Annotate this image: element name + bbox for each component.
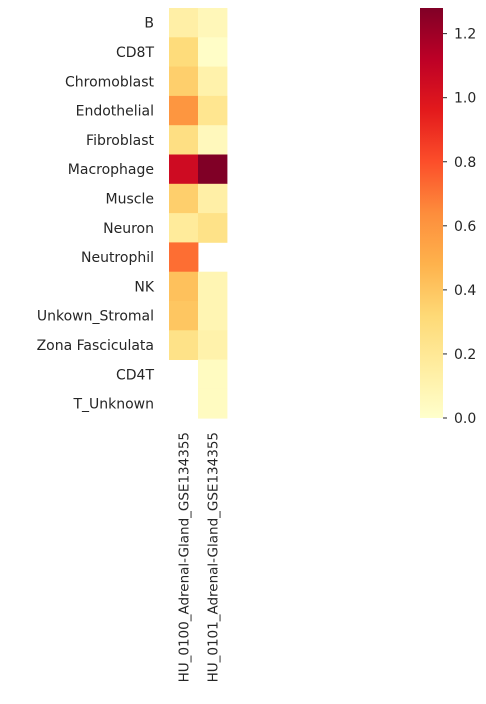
row-label: Muscle: [106, 191, 154, 207]
row-label: Unkown_Stromal: [37, 309, 154, 325]
heatmap-cell: [169, 154, 199, 185]
colorbar-tick-label: 0.0: [454, 411, 476, 427]
row-label: Endothelial: [76, 104, 154, 120]
column-label: HU_0100_Adrenal-Gland_GSE134355: [177, 432, 193, 682]
row-label: B: [144, 16, 154, 32]
colorbar-tick-label: 1.2: [454, 27, 476, 43]
row-label: Zona Fasciculata: [37, 338, 154, 354]
colorbar-ticks: 0.0 0.2 0.4 0.6 0.8 1.0 1.2: [443, 27, 476, 427]
heatmap-cell: [198, 95, 228, 126]
heatmap-cell: [198, 183, 228, 214]
column-label: HU_0101_Adrenal-Gland_GSE134355: [206, 432, 222, 682]
colorbar-tick-label: 0.2: [454, 347, 476, 363]
heatmap-cell: [198, 66, 228, 97]
heatmap-cell: [198, 359, 228, 390]
heatmap-cell: [169, 213, 199, 243]
heatmap-cell: [198, 154, 228, 185]
heatmap-cell: [169, 8, 199, 38]
row-label: Chromoblast: [65, 74, 155, 90]
heatmap-cell: [169, 242, 199, 273]
row-label: T_Unknown: [72, 397, 154, 413]
heatmap-cell: [198, 301, 228, 331]
column-labels: HU_0100_Adrenal-Gland_GSE134355 HU_0101_A…: [177, 432, 222, 682]
heatmap-cell: [198, 388, 228, 419]
row-label: CD8T: [116, 45, 154, 61]
heatmap-cell: [169, 125, 199, 155]
colorbar-tick-label: 1.0: [454, 91, 476, 107]
heatmap-cell: [198, 330, 228, 360]
heatmap-cell: [198, 8, 228, 38]
row-label: NK: [134, 279, 154, 295]
heatmap-cell: [198, 37, 228, 67]
colorbar-tick-label: 0.6: [454, 219, 476, 235]
heatmap-cell: [169, 95, 199, 126]
heatmap-cells: [169, 8, 228, 419]
colorbar-tick-label: 0.4: [454, 283, 476, 299]
heatmap-cell: [169, 301, 199, 331]
colorbar: [420, 8, 443, 418]
row-label: Macrophage: [68, 162, 154, 178]
row-labels: B CD8T Chromoblast Endothelial Fibroblast Mac…: [37, 16, 155, 413]
row-label: CD4T: [116, 367, 154, 383]
colorbar-tick-label: 0.8: [454, 155, 476, 171]
heatmap-cell: [169, 330, 199, 360]
heatmap-cell: [169, 183, 199, 214]
heatmap-cell: [198, 271, 228, 302]
row-label: Neuron: [103, 221, 154, 237]
row-label: Neutrophil: [81, 250, 154, 266]
heatmap-cell: [169, 66, 199, 97]
row-label: Fibroblast: [86, 133, 154, 149]
heatmap-cell: [198, 125, 228, 155]
heatmap-cell: [169, 37, 199, 67]
heatmap-cell: [169, 271, 199, 302]
heatmap-cell: [198, 213, 228, 243]
